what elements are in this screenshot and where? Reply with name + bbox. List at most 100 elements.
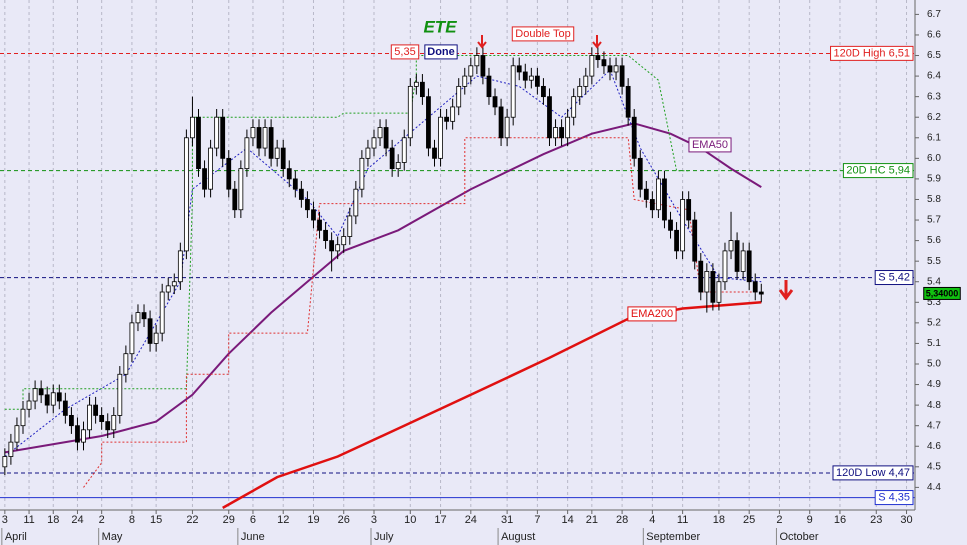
x-tick-label: 18 [47, 514, 59, 526]
x-tick-label: 15 [150, 514, 162, 526]
month-label: October [779, 531, 818, 543]
candle-body [341, 236, 347, 246]
candle-body [317, 219, 322, 231]
candle-body [528, 75, 534, 81]
y-tick-label: 4.6 [927, 441, 941, 452]
candle-body [329, 240, 335, 252]
annotation-box [688, 137, 732, 153]
candle-body [559, 127, 564, 139]
candle-body [135, 312, 141, 324]
y-tick-label: 5.1 [927, 338, 941, 349]
candle-body [335, 244, 341, 252]
candle-body [147, 318, 153, 344]
x-tick-label: 3 [371, 514, 377, 526]
y-tick-label: 4.9 [927, 379, 941, 390]
y-tick-label: 4.7 [927, 420, 941, 431]
candle-body [426, 96, 431, 149]
x-tick-label: 21 [586, 514, 598, 526]
candle-body [722, 250, 728, 283]
y-tick-label: 5.2 [927, 318, 941, 329]
level-label-box [830, 45, 914, 61]
x-tick-label: 6 [250, 514, 256, 526]
candle-body [153, 332, 159, 344]
indicator-line [83, 137, 756, 488]
candle-body [177, 250, 183, 283]
candle-body [692, 219, 698, 262]
candle-body [504, 116, 510, 139]
x-tick-label: 12 [277, 514, 289, 526]
candle-body [286, 168, 292, 180]
x-tick-label: 18 [713, 514, 725, 526]
annotation: Done [427, 46, 455, 58]
candle-body [262, 127, 268, 149]
candle-body [32, 388, 38, 402]
y-tick-label: 5.0 [927, 359, 941, 370]
level-label-box [874, 270, 914, 286]
x-tick-label: 16 [834, 514, 846, 526]
candle-body [2, 456, 8, 468]
candle-body [353, 188, 359, 217]
x-tick-label: 24 [71, 514, 83, 526]
candle-body [728, 240, 734, 252]
candle-body [20, 408, 26, 427]
candle-body [14, 425, 20, 443]
arrow [778, 280, 794, 301]
x-tick-label: 7 [534, 514, 540, 526]
x-tick-label: 31 [501, 514, 513, 526]
x-tick-label: 22 [186, 514, 198, 526]
candle-body [486, 75, 492, 98]
candle-body [371, 137, 377, 149]
annotation-box [511, 26, 575, 42]
last-price-label: 5,34000 [926, 288, 959, 298]
candle-body [214, 116, 220, 149]
candle-body [359, 157, 365, 190]
y-tick-label: 5.4 [927, 276, 941, 287]
month-label: May [102, 531, 123, 543]
candle-body [44, 394, 50, 406]
candle-body [159, 291, 165, 334]
candle-body [589, 55, 595, 77]
candle-body [232, 188, 238, 211]
last-price-box [923, 286, 961, 300]
candle-body [704, 271, 710, 293]
x-tick-label: 9 [807, 514, 813, 526]
candle-body [456, 85, 462, 108]
candle-body [686, 199, 692, 221]
y-tick-label: 4.5 [927, 461, 941, 472]
candle-body [129, 322, 135, 355]
candle-body [438, 116, 443, 159]
indicator-line [4, 122, 762, 454]
x-tick-label: 11 [23, 514, 34, 526]
candle-body [625, 85, 631, 118]
candle-body [553, 127, 558, 139]
y-tick-label: 6.6 [927, 30, 941, 41]
candle-body [631, 116, 637, 159]
y-tick-label: 6.1 [927, 132, 941, 143]
candle-body [565, 116, 571, 139]
indicator-line [4, 55, 689, 410]
candle-body [498, 106, 504, 139]
candle-body [680, 199, 686, 252]
level-label: 20D HC 5,94 [846, 165, 910, 177]
candle-body [432, 147, 437, 159]
candle-body [492, 96, 498, 108]
candle-body [571, 96, 577, 118]
y-tick-label: 5.5 [927, 256, 941, 267]
candle-body [516, 65, 522, 73]
candle-body [220, 116, 226, 159]
x-tick-label: 19 [307, 514, 319, 526]
arrow [477, 35, 487, 49]
y-tick-label: 4.4 [927, 482, 941, 493]
candle-body [268, 127, 274, 159]
arrow [592, 35, 602, 49]
level-label: S 4,35 [878, 492, 910, 504]
candle-body [190, 116, 195, 139]
x-tick-label: 8 [129, 514, 135, 526]
candle-body [62, 400, 68, 416]
x-tick-label: 10 [404, 514, 416, 526]
candle-body [141, 312, 147, 320]
candle-body [383, 127, 389, 149]
candle-body [668, 219, 673, 231]
candle-body [111, 415, 117, 431]
candle-body [710, 271, 716, 303]
